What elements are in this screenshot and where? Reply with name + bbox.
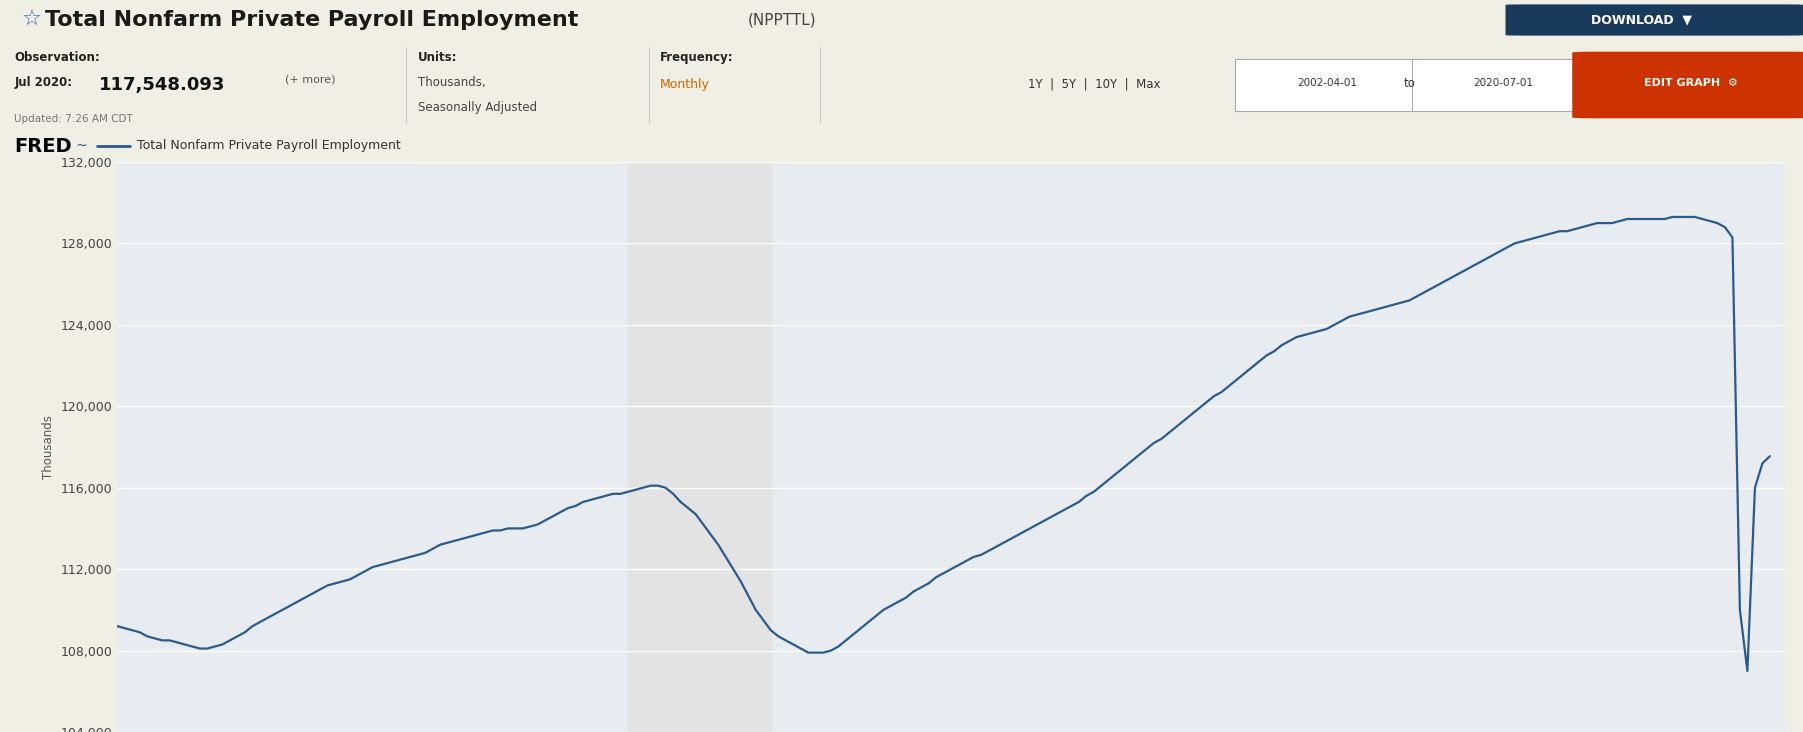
- Text: Total Nonfarm Private Payroll Employment: Total Nonfarm Private Payroll Employment: [137, 140, 400, 152]
- Text: Updated: 7:26 AM CDT: Updated: 7:26 AM CDT: [14, 113, 133, 124]
- Text: to: to: [1405, 77, 1415, 90]
- Text: FRED: FRED: [14, 136, 72, 155]
- Text: Observation:: Observation:: [14, 51, 101, 64]
- Text: (+ more): (+ more): [285, 74, 335, 84]
- FancyBboxPatch shape: [1572, 52, 1803, 119]
- Text: Thousands,: Thousands,: [418, 76, 487, 89]
- Text: Units:: Units:: [418, 51, 458, 64]
- Text: 2002-04-01: 2002-04-01: [1296, 78, 1358, 88]
- Text: Frequency:: Frequency:: [660, 51, 734, 64]
- Text: EDIT GRAPH  ⚙: EDIT GRAPH ⚙: [1644, 78, 1738, 88]
- Y-axis label: Thousands: Thousands: [41, 415, 54, 479]
- FancyBboxPatch shape: [1412, 59, 1596, 111]
- FancyBboxPatch shape: [1506, 4, 1803, 36]
- Text: ☆: ☆: [22, 10, 41, 30]
- Text: Monthly: Monthly: [660, 78, 710, 91]
- Text: Jul 2020:: Jul 2020:: [14, 76, 72, 89]
- Bar: [627, 162, 770, 732]
- Text: ~: ~: [76, 139, 87, 153]
- Text: Seasonally Adjusted: Seasonally Adjusted: [418, 101, 537, 114]
- Text: 1Y  |  5Y  |  10Y  |  Max: 1Y | 5Y | 10Y | Max: [1028, 78, 1159, 91]
- Text: (NPPTTL): (NPPTTL): [748, 12, 817, 28]
- FancyBboxPatch shape: [1235, 59, 1419, 111]
- Text: 117,548.093: 117,548.093: [99, 76, 225, 94]
- Text: 2020-07-01: 2020-07-01: [1473, 78, 1534, 88]
- Text: DOWNLOAD  ▼: DOWNLOAD ▼: [1590, 13, 1691, 26]
- Text: Total Nonfarm Private Payroll Employment: Total Nonfarm Private Payroll Employment: [45, 10, 579, 30]
